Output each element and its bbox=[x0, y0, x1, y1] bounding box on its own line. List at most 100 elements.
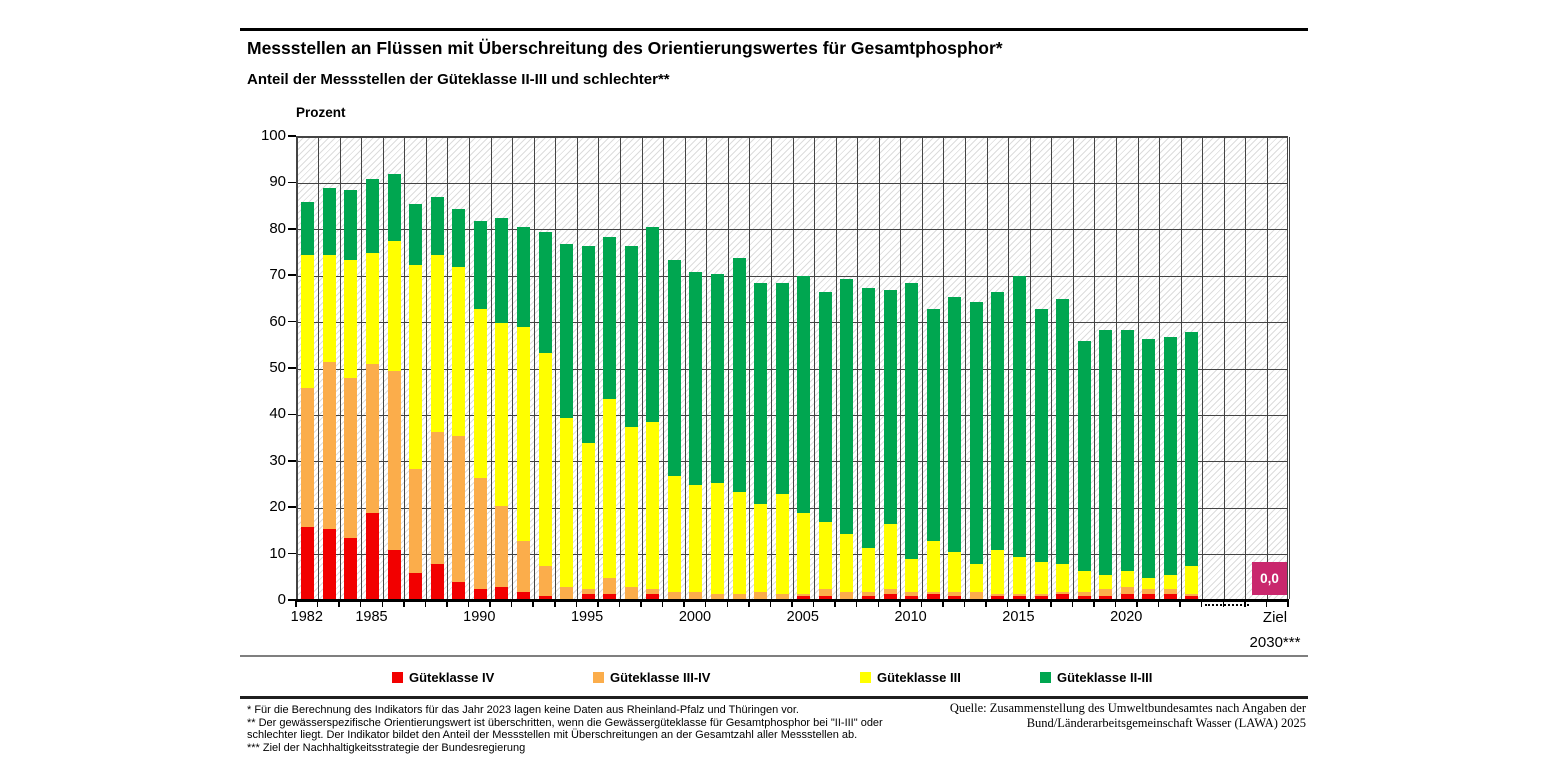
bar-2011-segment bbox=[926, 594, 940, 601]
bar-2012-segment bbox=[948, 591, 962, 597]
bar-2005-segment bbox=[797, 512, 811, 595]
gridline-vertical bbox=[1266, 137, 1268, 599]
target-gap-dotted-line bbox=[1205, 604, 1249, 606]
x-axis-tick-mark bbox=[791, 601, 793, 607]
x-axis-tick-mark bbox=[985, 601, 987, 607]
y-axis-tick-label: 70 bbox=[269, 266, 286, 284]
y-axis-tick-mark bbox=[288, 320, 296, 323]
bar-1997-segment bbox=[624, 246, 638, 427]
y-axis-tick-mark bbox=[288, 552, 296, 555]
bar-1987-segment bbox=[409, 468, 423, 574]
chart-plot-area bbox=[296, 136, 1290, 602]
bar-1998-segment bbox=[646, 594, 660, 601]
bar-2021-segment bbox=[1142, 594, 1156, 601]
bar-1989-segment bbox=[452, 266, 466, 437]
bar-2010-segment bbox=[905, 559, 919, 592]
bar-2016-segment bbox=[1034, 596, 1048, 601]
x-axis-tick-mark bbox=[446, 601, 448, 607]
legend-item-2: Güteklasse III-IV bbox=[593, 670, 710, 685]
gridline-vertical bbox=[1159, 137, 1161, 599]
x-axis-tick-mark bbox=[1114, 601, 1117, 607]
gridline-horizontal bbox=[297, 229, 1287, 231]
bar-2008-segment bbox=[861, 287, 875, 548]
footnote-1: * Für die Berechnung des Indikators für … bbox=[247, 704, 799, 716]
y-axis-tick-label: 80 bbox=[269, 219, 286, 237]
bar-1992-segment bbox=[516, 540, 530, 592]
bar-1993-segment bbox=[538, 566, 552, 597]
legend-item-3: Güteklasse III bbox=[860, 670, 961, 685]
bar-2021-segment bbox=[1142, 589, 1156, 595]
bar-1995-segment bbox=[581, 246, 595, 444]
y-axis-tick-mark bbox=[288, 460, 296, 462]
gridline-horizontal bbox=[297, 182, 1287, 184]
legend-item-1: Güteklasse IV bbox=[392, 670, 494, 685]
bar-2010-segment bbox=[905, 596, 919, 601]
bar-1989-segment bbox=[452, 582, 466, 601]
bar-2000-segment bbox=[689, 485, 703, 592]
bar-2022-segment bbox=[1163, 336, 1177, 576]
gridline-horizontal bbox=[297, 136, 1287, 138]
bar-1982-segment bbox=[301, 387, 315, 527]
x-axis-tick-label: 2020 bbox=[1110, 609, 1143, 625]
gridline-vertical bbox=[641, 137, 643, 599]
gridline-vertical bbox=[1180, 137, 1182, 599]
x-axis-tick-mark bbox=[1222, 601, 1225, 607]
x-axis-tick-label: 1995 bbox=[570, 609, 604, 625]
legend-swatch-icon bbox=[1040, 672, 1051, 683]
bar-2006-segment bbox=[818, 596, 832, 601]
bar-2002-segment bbox=[732, 594, 746, 599]
bar-2022-segment bbox=[1163, 575, 1177, 590]
x-label-ziel: Ziel bbox=[1262, 609, 1288, 626]
bar-2012-segment bbox=[948, 596, 962, 601]
gridline-vertical bbox=[447, 137, 449, 599]
bar-2014-segment bbox=[991, 549, 1005, 595]
bar-1991-segment bbox=[495, 587, 509, 601]
gridline-vertical bbox=[1202, 137, 1204, 599]
y-axis-tick-label: 50 bbox=[269, 359, 286, 376]
y-axis-tick-label: 40 bbox=[269, 405, 286, 423]
gridline-vertical bbox=[1008, 137, 1010, 599]
gridline-vertical bbox=[598, 137, 600, 599]
bar-2014-segment bbox=[991, 596, 1005, 601]
bar-1982-segment bbox=[301, 255, 315, 388]
bar-1989-segment bbox=[452, 208, 466, 267]
footer-rule bbox=[240, 696, 1308, 699]
gridline-horizontal bbox=[297, 507, 1287, 509]
bar-1982-segment bbox=[301, 201, 315, 256]
footnote-2: ** Der gewässerspezifische Orientierungs… bbox=[247, 716, 883, 742]
gridline-vertical bbox=[533, 137, 535, 599]
x-axis-tick-mark bbox=[424, 601, 427, 607]
bar-1998-segment bbox=[646, 589, 660, 595]
target-value-box: 0,0 bbox=[1252, 562, 1287, 595]
bar-2012-segment bbox=[948, 552, 962, 592]
gridline-vertical bbox=[792, 137, 794, 599]
x-axis-tick-mark bbox=[769, 601, 772, 607]
bar-2013-segment bbox=[969, 591, 983, 599]
bar-1987-segment bbox=[409, 573, 423, 601]
x-axis-tick-mark bbox=[597, 601, 599, 607]
top-rule bbox=[240, 28, 1308, 31]
footnotes: * Für die Berechnung des Indikators für … bbox=[247, 704, 907, 754]
bar-1990-segment bbox=[473, 589, 487, 601]
x-label-ziel-year: 2030*** bbox=[1249, 634, 1301, 651]
legend-swatch-icon bbox=[593, 672, 604, 683]
page-subtitle: Anteil der Messstellen der Güteklasse II… bbox=[247, 71, 670, 88]
bar-2011-segment bbox=[926, 308, 940, 541]
bar-2009-segment bbox=[883, 524, 897, 590]
x-axis-tick-mark bbox=[942, 601, 944, 607]
x-axis-tick-mark bbox=[963, 601, 966, 607]
bar-2006-segment bbox=[818, 522, 832, 590]
bar-1995-segment bbox=[581, 589, 595, 595]
bar-2018-segment bbox=[1077, 570, 1091, 592]
bar-2005-segment bbox=[797, 594, 811, 597]
gridline-vertical bbox=[1115, 137, 1117, 599]
bar-1994-segment bbox=[560, 243, 574, 418]
bar-2001-segment bbox=[711, 273, 725, 483]
bar-2017-segment bbox=[1056, 299, 1070, 564]
x-axis-tick-mark bbox=[661, 601, 664, 607]
gridline-vertical bbox=[1029, 137, 1031, 599]
legend-swatch-icon bbox=[860, 672, 871, 683]
bar-1992-segment bbox=[516, 591, 530, 601]
x-axis-tick-label: 2005 bbox=[786, 609, 819, 625]
x-axis-tick-mark bbox=[1179, 601, 1181, 607]
